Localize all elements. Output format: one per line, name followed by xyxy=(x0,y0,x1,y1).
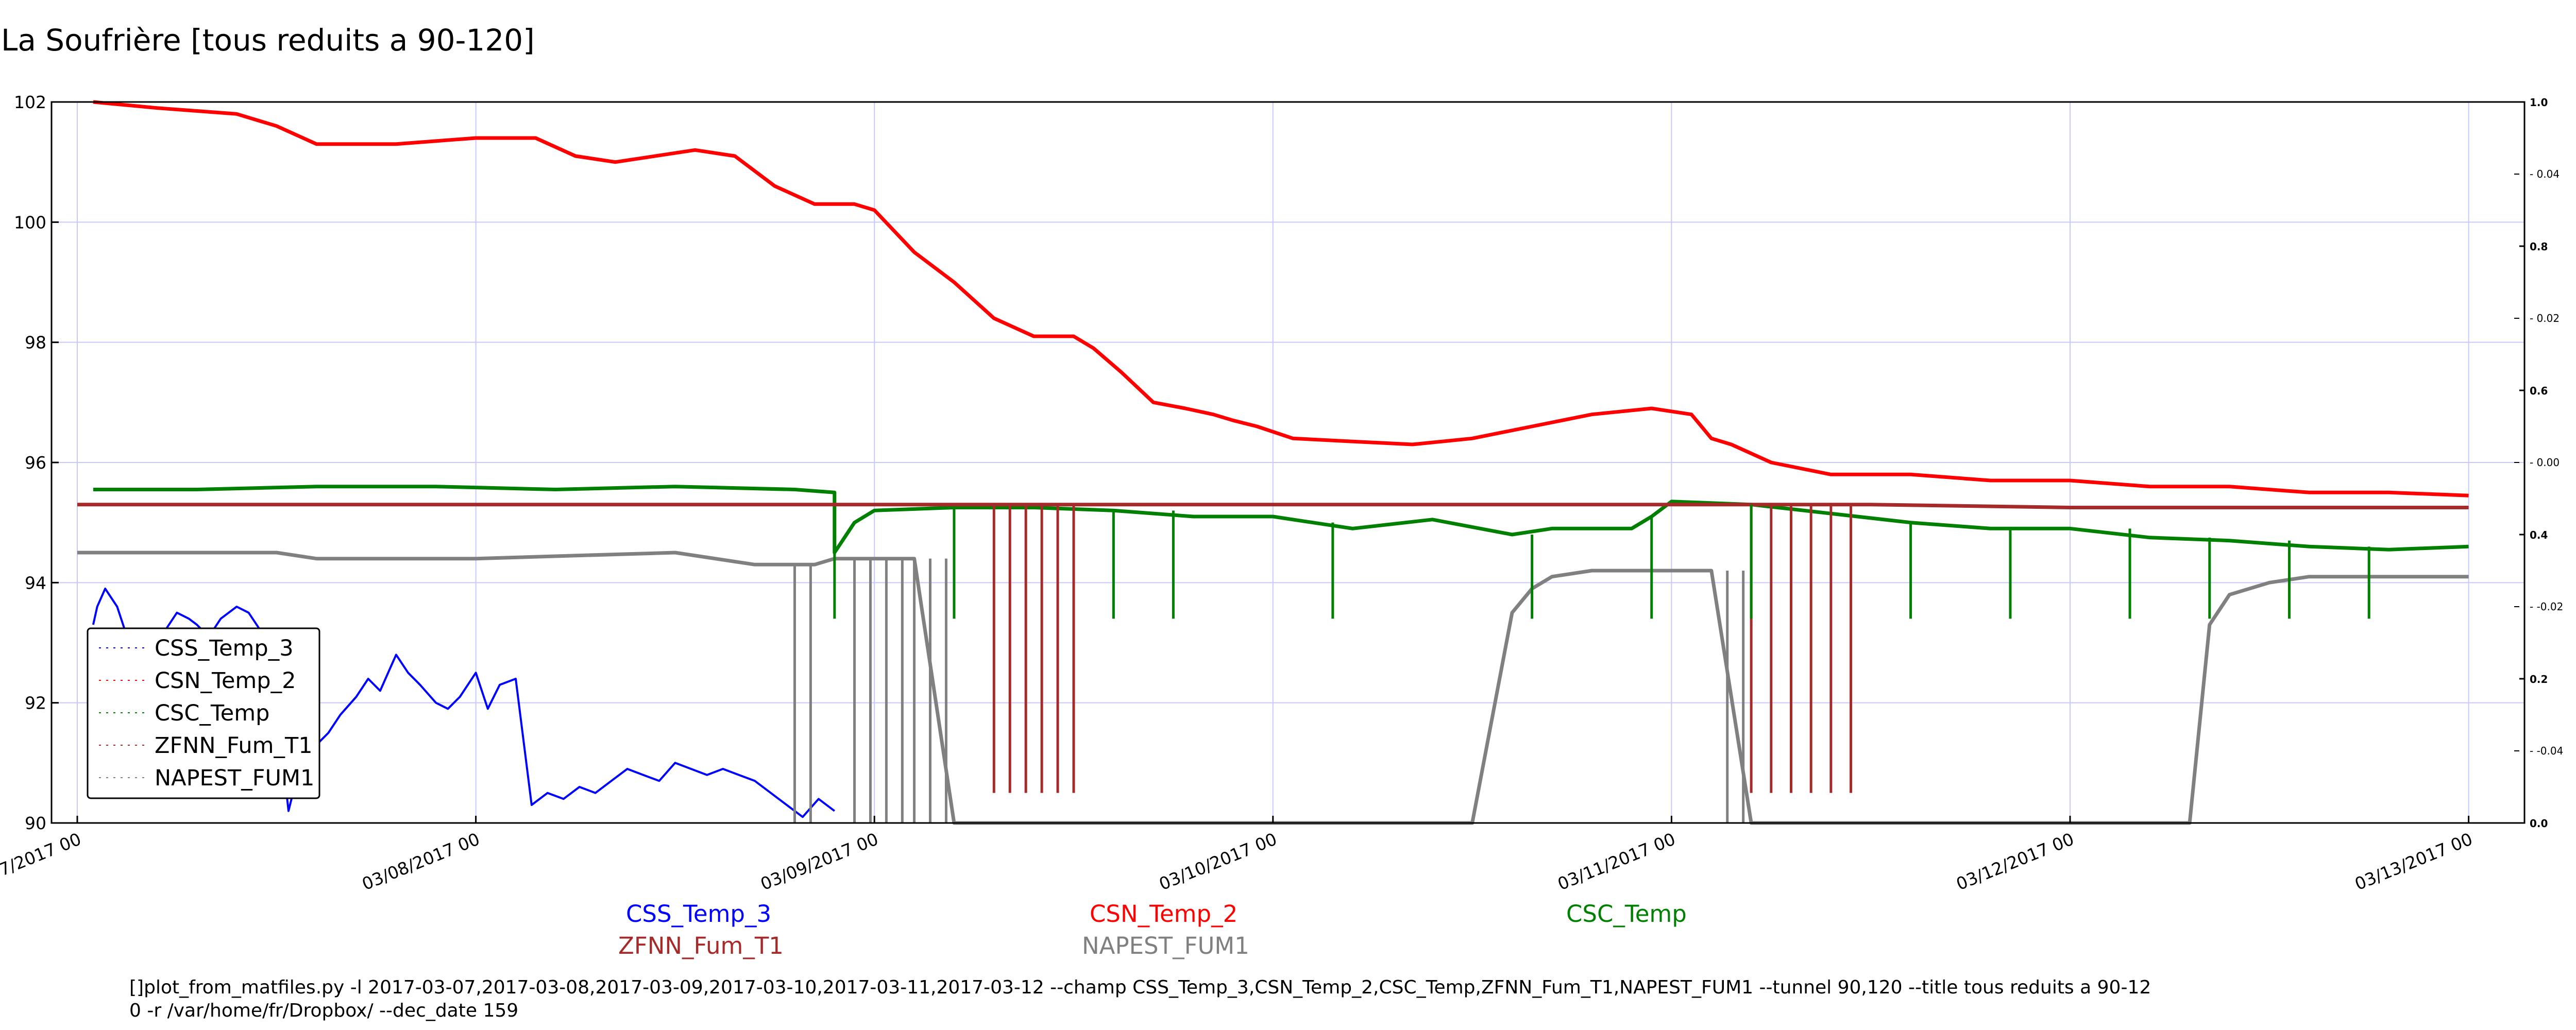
legend-label: CSC_Temp xyxy=(155,700,269,726)
series-lines xyxy=(77,100,2469,825)
y-inner-tick-label: - -0.04 xyxy=(2530,745,2563,757)
legend-label: NAPEST_FUM1 xyxy=(155,765,314,791)
x-tick-label: 03/10/2017 00 xyxy=(1156,829,1280,894)
y-tick-label: 92 xyxy=(25,693,46,713)
series-line-zfnn-fum-t1 xyxy=(77,503,2469,509)
x-tick-label: 03/07/2017 00 xyxy=(0,829,84,894)
command-line-1: []plot_from_matfiles.py -l 2017-03-07,20… xyxy=(129,977,2151,998)
y-tick-label: 90 xyxy=(25,813,46,833)
y-right-tick-label: 0.2 xyxy=(2530,673,2548,685)
y-right-tick-label: 0.8 xyxy=(2530,241,2548,253)
legend-label: ZFNN_Fum_T1 xyxy=(155,733,313,759)
grid-lines xyxy=(52,101,2524,823)
series-line-csc-temp xyxy=(93,485,2469,555)
bottom-label-napest-fum1: NAPEST_FUM1 xyxy=(1082,932,1249,959)
series-line-csn-temp-2 xyxy=(93,100,2469,497)
y-right-tick-label: 0.6 xyxy=(2530,385,2548,397)
legend-label: CSS_Temp_3 xyxy=(155,636,294,661)
x-tick-label: 03/09/2017 00 xyxy=(758,829,882,894)
legend-label: CSN_Temp_2 xyxy=(155,668,296,694)
bottom-label-csc-temp: CSC_Temp xyxy=(1566,900,1687,928)
bottom-label-zfnn-fum-t1: ZFNN_Fum_T1 xyxy=(618,932,784,959)
y-inner-tick-label: - 0.00 xyxy=(2530,456,2560,469)
y-inner-tick-label: - 0.02 xyxy=(2530,312,2560,324)
y-inner-tick-label: - -0.02 xyxy=(2530,600,2563,613)
series-line-css-temp-3 xyxy=(92,588,836,818)
series-line-napest-fum1 xyxy=(77,551,2469,825)
command-line-text: []plot_from_matfiles.py -l 2017-03-07,20… xyxy=(129,976,2151,1022)
legend-box xyxy=(87,627,320,799)
y-tick-label: 98 xyxy=(25,333,46,353)
bottom-label-css-temp-3: CSS_Temp_3 xyxy=(626,900,772,928)
bottom-label-csn-temp-2: CSN_Temp_2 xyxy=(1090,900,1238,928)
x-tick-label: 03/08/2017 00 xyxy=(359,829,483,894)
command-line-2: 0 -r /var/home/fr/Dropbox/ --dec_date 15… xyxy=(129,1000,519,1021)
axes: 03/07/2017 00 03/08/2017 00 03/09/2017 00 0… xyxy=(0,92,2563,894)
legend: CSS_Temp_3 CSN_Temp_2 CSC_Temp ZFNN_Fum_T1 N… xyxy=(87,627,320,799)
y-inner-tick-label: - 0.04 xyxy=(2530,168,2560,180)
y-tick-label: 102 xyxy=(14,92,46,112)
y-tick-label: 96 xyxy=(25,453,46,473)
y-tick-label: 94 xyxy=(25,573,46,593)
chart-title: La Soufrière [tous reduits a 90-120] xyxy=(1,23,535,58)
y-tick-label: 100 xyxy=(14,212,46,232)
y-right-tick-label: 0.4 xyxy=(2530,529,2548,541)
chart-plot: 03/07/2017 00 03/08/2017 00 03/09/2017 00 0… xyxy=(0,92,2563,894)
x-tick-label: 03/11/2017 00 xyxy=(1555,829,1679,894)
y-right-tick-label: 0.0 xyxy=(2530,817,2548,830)
y-right-tick-label: 1.0 xyxy=(2530,96,2548,109)
x-tick-label: 03/12/2017 00 xyxy=(1953,829,2077,894)
x-tick-label: 03/13/2017 00 xyxy=(2352,829,2476,894)
